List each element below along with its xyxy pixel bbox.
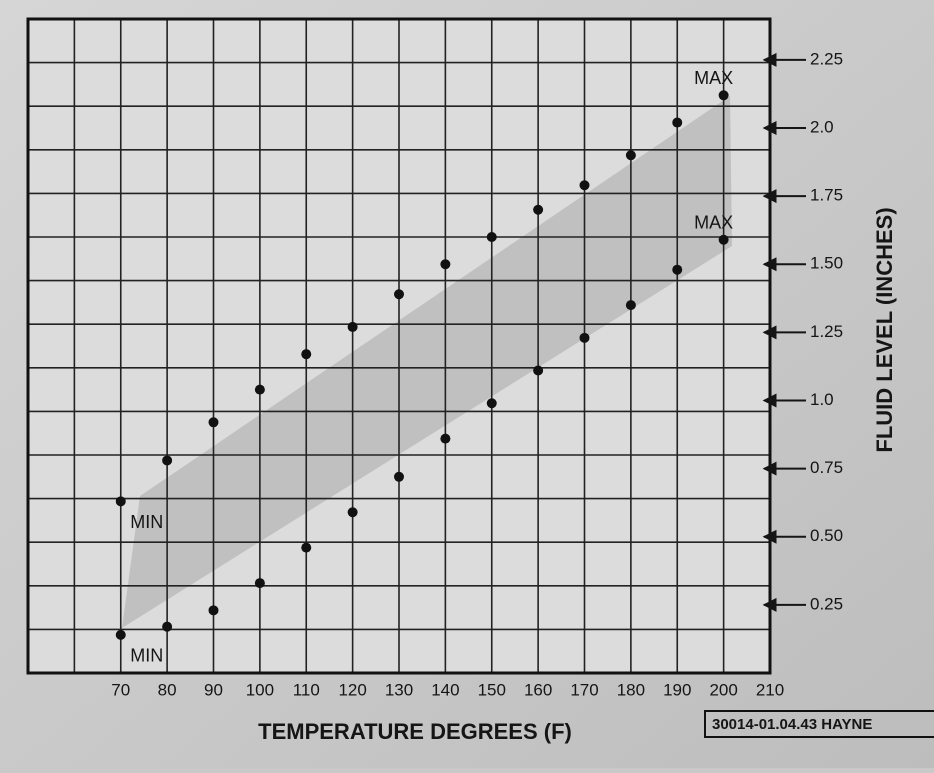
annotation: MIN: [130, 646, 163, 666]
x-tick-label: 130: [385, 680, 413, 699]
data-point: [208, 605, 219, 616]
data-point: [486, 232, 497, 242]
source-label: 30014-01.04.43 HAYNE: [712, 716, 872, 733]
x-tick-label: 110: [293, 680, 320, 699]
y-tick-label: 1.25: [810, 322, 843, 341]
data-point: [162, 621, 173, 632]
data-point: [440, 259, 451, 270]
data-point: [533, 365, 544, 376]
x-axis-title: TEMPERATURE DEGREES (F): [258, 719, 572, 744]
y-tick-label: 2.25: [810, 49, 843, 68]
data-point: [672, 264, 683, 275]
x-tick-label: 210: [756, 680, 784, 699]
grid: [28, 19, 770, 673]
x-tick-label: 150: [478, 680, 506, 699]
plot-border: [26, 17, 772, 675]
x-tick-label: 190: [663, 680, 691, 699]
data-point: [440, 433, 451, 444]
data-point: [115, 629, 126, 640]
data-point: [347, 507, 358, 518]
x-tick-label: 160: [524, 680, 552, 699]
data-point: [208, 417, 219, 428]
y-axis-title: FLUID LEVEL (INCHES): [872, 207, 897, 452]
data-point: [254, 384, 265, 395]
data-point: [625, 300, 636, 311]
x-tick-label: 200: [709, 680, 737, 699]
data-point: [625, 150, 636, 161]
data-point: [579, 180, 590, 191]
data-point: [301, 349, 312, 360]
data-point: [254, 578, 265, 589]
x-tick-label: 100: [246, 680, 274, 699]
data-point: [486, 398, 497, 409]
data-point: [301, 542, 312, 553]
y-tick-label: 2.0: [810, 117, 834, 136]
y-tick-label: 0.75: [810, 458, 843, 477]
data-point: [162, 455, 173, 466]
x-tick-label: 170: [570, 680, 598, 699]
x-tick-label: 70: [111, 680, 130, 699]
x-tick-label: 140: [431, 680, 459, 699]
y-tick-label: 0.25: [810, 594, 843, 613]
data-point: [533, 204, 544, 215]
x-tick-label: 80: [158, 680, 177, 699]
y-tick-label: 1.50: [810, 254, 843, 273]
y-tick-label: 0.50: [810, 526, 843, 545]
x-tick-label: 180: [617, 680, 645, 699]
data-point: [672, 117, 683, 128]
data-point: [394, 471, 404, 482]
y-tick-label: 1.0: [810, 390, 834, 409]
data-point: [115, 496, 126, 507]
data-point: [347, 321, 358, 332]
x-tick-label: 90: [204, 680, 223, 699]
x-tick-label: 120: [338, 680, 366, 699]
annotation: MAX: [694, 68, 733, 88]
data-point: [718, 234, 729, 245]
data-point: [579, 332, 590, 343]
annotation: MIN: [130, 512, 163, 532]
annotation: MAX: [694, 212, 733, 232]
y-tick-label: 1.75: [810, 186, 843, 205]
source-box: [704, 710, 934, 738]
data-point: [718, 90, 729, 101]
data-point: [394, 289, 404, 300]
normal-range-band: [122, 96, 732, 628]
